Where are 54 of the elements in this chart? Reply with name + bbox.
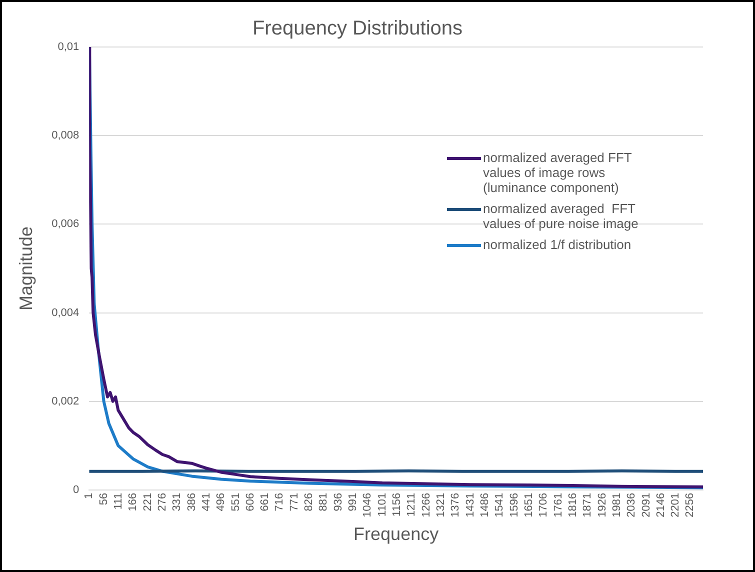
x-tick-label: 2091 bbox=[640, 492, 652, 518]
legend-label: normalized averaged FFT values of image rows (luminance component) bbox=[483, 150, 633, 195]
x-tick-label: 166 bbox=[127, 492, 140, 512]
x-tick-label: 716 bbox=[274, 492, 286, 512]
y-tick-label: 0,004 bbox=[52, 306, 80, 319]
y-tick-label: 0 bbox=[73, 484, 80, 496]
y-tick-label: 0,01 bbox=[58, 41, 80, 54]
x-tick-label: 1321 bbox=[435, 492, 448, 518]
x-tick-label: 991 bbox=[347, 492, 360, 512]
x-tick-label: 2146 bbox=[654, 492, 667, 518]
x-tick-label: 221 bbox=[142, 492, 154, 512]
x-tick-label: 386 bbox=[186, 492, 198, 512]
x-tick-label: 881 bbox=[318, 492, 330, 512]
y-axis-title: Magnitude bbox=[16, 226, 36, 310]
x-tick-label: 331 bbox=[171, 492, 184, 512]
x-tick-label: 1376 bbox=[450, 492, 462, 518]
x-axis-title: Frequency bbox=[354, 524, 439, 544]
x-tick-label: 56 bbox=[98, 492, 110, 506]
y-tick-label: 0,008 bbox=[52, 130, 80, 142]
x-tick-label: 1871 bbox=[582, 492, 594, 518]
x-tick-label: 2036 bbox=[626, 492, 638, 518]
x-tick-label: 1 bbox=[83, 492, 96, 500]
x-tick-label: 551 bbox=[230, 492, 242, 512]
x-tick-label: 1211 bbox=[406, 492, 418, 517]
x-tick-label: 1981 bbox=[610, 492, 623, 518]
y-tick-label: 0,002 bbox=[52, 395, 80, 408]
x-tick-label: 2201 bbox=[670, 492, 682, 518]
x-tick-label: 936 bbox=[332, 492, 344, 512]
legend-label: normalized averaged FFT values of pure noise image bbox=[483, 201, 640, 231]
x-tick-label: 771 bbox=[288, 492, 300, 512]
x-tick-label: 1596 bbox=[508, 492, 520, 518]
y-tick-label: 0,006 bbox=[52, 218, 80, 230]
x-tick-label: 1431 bbox=[464, 492, 476, 518]
x-tick-label: 2256 bbox=[684, 492, 696, 518]
x-tick-label: 1046 bbox=[362, 492, 374, 518]
x-tick-label: 661 bbox=[259, 492, 272, 512]
x-tick-label: 1651 bbox=[522, 492, 535, 518]
legend-label: normalized 1/f distribution bbox=[483, 237, 632, 252]
x-tick-label: 1101 bbox=[376, 492, 388, 517]
x-tick-label: 1926 bbox=[596, 492, 608, 518]
x-tick-label: 276 bbox=[156, 492, 168, 512]
x-tick-label: 1156 bbox=[391, 492, 404, 517]
x-tick-label: 1706 bbox=[538, 492, 550, 518]
chart-title: Frequency Distributions bbox=[252, 18, 463, 40]
x-tick-label: 1541 bbox=[494, 492, 506, 518]
x-tick-label: 441 bbox=[200, 492, 212, 512]
x-tick-label: 1266 bbox=[420, 492, 432, 518]
x-tick-label: 606 bbox=[244, 492, 256, 512]
x-tick-label: 111 bbox=[112, 492, 124, 510]
x-tick-label: 826 bbox=[303, 492, 316, 512]
x-tick-label: 1816 bbox=[566, 492, 579, 518]
x-tick-label: 496 bbox=[215, 492, 228, 512]
x-tick-label: 1761 bbox=[552, 492, 564, 518]
x-tick-label: 1486 bbox=[478, 492, 491, 518]
